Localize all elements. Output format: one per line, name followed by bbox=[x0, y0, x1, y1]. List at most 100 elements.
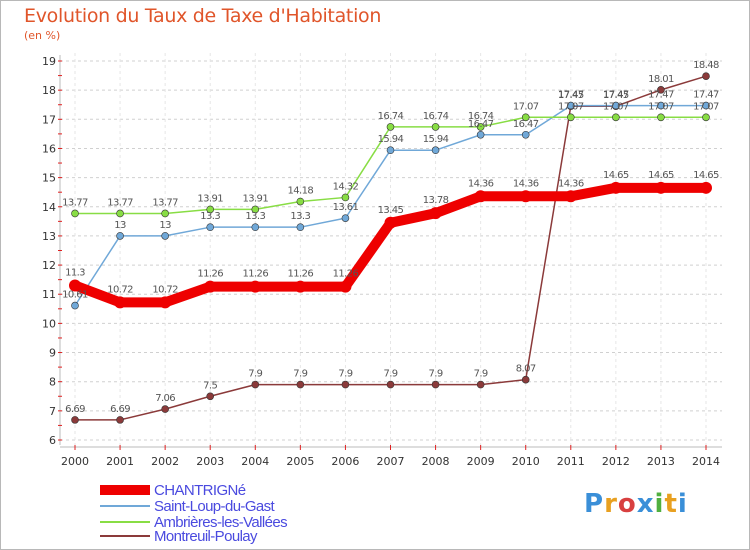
x-tick-label: 2013 bbox=[647, 455, 675, 468]
data-label: 17.47 bbox=[603, 90, 629, 101]
x-tick-label: 2000 bbox=[61, 455, 89, 468]
x-tick-label: 2002 bbox=[151, 455, 179, 468]
data-point bbox=[657, 86, 665, 94]
data-point bbox=[384, 216, 397, 229]
data-label: 13 bbox=[159, 220, 171, 231]
data-point bbox=[566, 101, 575, 110]
y-tick-label: 17 bbox=[42, 113, 56, 126]
data-label: 14.65 bbox=[603, 170, 629, 181]
data-point bbox=[71, 209, 79, 218]
y-tick-label: 13 bbox=[42, 230, 56, 243]
data-point bbox=[431, 123, 440, 131]
data-point bbox=[700, 181, 712, 194]
data-point bbox=[206, 392, 215, 401]
legend-label-ambrieres: Ambrières-les-Vallées bbox=[154, 514, 288, 531]
y-tick-label: 15 bbox=[42, 172, 56, 185]
data-point bbox=[116, 232, 124, 240]
data-label: 13.77 bbox=[107, 197, 133, 208]
data-point bbox=[657, 101, 665, 110]
logo-letter: P bbox=[584, 489, 605, 519]
y-tick-label: 10 bbox=[42, 317, 56, 330]
logo-letter: t bbox=[664, 489, 678, 519]
data-label: 13.3 bbox=[290, 211, 310, 222]
data-point bbox=[519, 190, 532, 203]
x-tick-label: 2006 bbox=[331, 455, 359, 468]
data-point bbox=[521, 113, 530, 122]
data-label: 17.07 bbox=[513, 101, 539, 112]
data-point bbox=[251, 380, 260, 389]
data-label: 6.69 bbox=[110, 404, 130, 415]
logo-letter: i bbox=[677, 489, 688, 519]
data-label: 13.77 bbox=[62, 197, 88, 208]
data-label: 14.36 bbox=[513, 178, 539, 189]
data-label: 17.45 bbox=[603, 90, 629, 101]
y-tick-label: 6 bbox=[49, 434, 56, 447]
data-label: 13.91 bbox=[242, 193, 268, 204]
data-point bbox=[521, 130, 530, 139]
data-point bbox=[296, 197, 305, 206]
data-label: 16.47 bbox=[468, 119, 494, 130]
data-point bbox=[206, 223, 215, 231]
data-point bbox=[116, 416, 124, 424]
data-point bbox=[609, 181, 622, 194]
data-label: 7.9 bbox=[248, 369, 262, 380]
legend-swatch-chantrigne bbox=[100, 485, 150, 495]
data-label: 16.47 bbox=[513, 119, 539, 130]
data-point bbox=[564, 190, 577, 203]
data-point bbox=[296, 380, 305, 389]
data-label: 13.3 bbox=[200, 211, 220, 222]
data-point bbox=[657, 113, 665, 122]
data-label: 13.3 bbox=[245, 211, 265, 222]
data-point bbox=[114, 296, 127, 309]
data-point bbox=[206, 205, 215, 214]
data-point bbox=[341, 214, 350, 222]
data-point bbox=[566, 113, 575, 122]
data-label: 18.01 bbox=[648, 74, 674, 85]
x-tick-label: 2010 bbox=[512, 455, 540, 468]
data-label: 14.36 bbox=[468, 178, 494, 189]
x-tick-label: 2011 bbox=[557, 455, 585, 468]
data-label: 13 bbox=[114, 220, 126, 231]
data-label: 11.26 bbox=[288, 269, 314, 280]
y-tick-label: 8 bbox=[49, 376, 56, 389]
data-label: 13.61 bbox=[333, 202, 359, 213]
y-axis-unit-label: (en %) bbox=[24, 29, 61, 42]
data-label: 11.26 bbox=[197, 269, 223, 280]
data-label: 7.9 bbox=[383, 369, 397, 380]
data-label: 6.69 bbox=[65, 404, 85, 415]
data-point bbox=[702, 72, 710, 80]
data-point bbox=[521, 375, 530, 384]
logo-letter: i bbox=[654, 489, 665, 519]
data-label: 16.74 bbox=[423, 111, 449, 122]
data-label: 14.65 bbox=[693, 170, 719, 181]
data-point bbox=[161, 405, 169, 413]
x-tick-label: 2008 bbox=[422, 455, 450, 468]
data-label: 17.07 bbox=[693, 101, 719, 112]
data-label: 16.74 bbox=[378, 111, 404, 122]
data-point bbox=[161, 209, 169, 218]
legend-label-saint-loup: Saint-Loup-du-Gast bbox=[154, 498, 275, 515]
x-tick-label: 2014 bbox=[692, 455, 720, 468]
data-labels: 11.3 10.72 10.72 11.26 11.26 11.26 11.26 13.45 1… bbox=[62, 60, 719, 415]
data-label: 11.26 bbox=[333, 269, 359, 280]
logo-letter: r bbox=[604, 489, 618, 519]
data-point bbox=[386, 146, 395, 155]
x-tick-label: 2012 bbox=[602, 455, 630, 468]
data-label: 17.47 bbox=[693, 90, 719, 101]
data-point bbox=[71, 301, 79, 310]
data-label: 10.72 bbox=[152, 284, 178, 295]
data-point bbox=[702, 101, 710, 110]
data-label: 8.07 bbox=[516, 364, 536, 375]
data-point bbox=[386, 380, 395, 389]
data-label: 17.07 bbox=[558, 101, 584, 112]
data-label: 15.94 bbox=[423, 134, 449, 145]
y-tick-label: 18 bbox=[42, 84, 56, 97]
data-point bbox=[251, 205, 260, 214]
data-point bbox=[161, 232, 169, 240]
data-point bbox=[341, 380, 350, 389]
legend-swatch-montreuil bbox=[100, 535, 150, 537]
data-point bbox=[159, 296, 172, 309]
legend-swatch-ambrieres bbox=[100, 521, 150, 523]
